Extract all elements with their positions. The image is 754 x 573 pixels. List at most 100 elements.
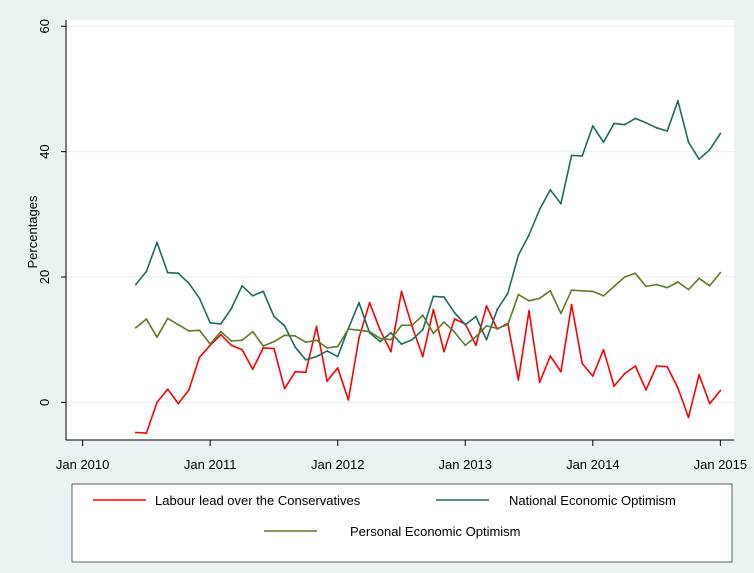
legend-label: National Economic Optimism — [509, 493, 676, 508]
data-point — [241, 339, 243, 342]
data-point — [719, 271, 722, 274]
data-point — [708, 148, 711, 151]
data-point — [645, 121, 647, 124]
data-point — [145, 432, 148, 435]
data-point — [262, 290, 265, 293]
data-point — [432, 295, 435, 298]
data-point — [326, 350, 328, 352]
series-lines — [134, 99, 722, 435]
data-point — [283, 387, 286, 390]
series-line — [135, 290, 722, 434]
data-point — [273, 340, 275, 343]
data-point — [177, 323, 180, 326]
data-point — [453, 318, 456, 320]
data-point — [166, 388, 169, 391]
data-point — [326, 380, 328, 382]
data-point — [209, 343, 212, 345]
data-point — [453, 331, 456, 334]
data-point — [708, 284, 711, 287]
data-point — [188, 282, 190, 285]
data-point — [294, 335, 297, 337]
data-point — [517, 254, 520, 256]
data-point — [336, 367, 339, 369]
data-point — [156, 336, 158, 339]
gridlines — [66, 25, 734, 403]
data-point — [145, 270, 148, 273]
data-point — [475, 344, 477, 347]
data-point — [443, 321, 445, 324]
data-point — [177, 402, 180, 405]
x-tick-label: Jan 2015 — [694, 457, 748, 472]
data-point — [166, 271, 169, 274]
data-point — [283, 334, 286, 337]
data-point — [645, 388, 647, 391]
data-point — [283, 325, 286, 327]
data-point — [581, 155, 584, 157]
plot-area — [66, 20, 734, 440]
data-point — [156, 401, 158, 404]
x-tick-label: Jan 2010 — [56, 457, 110, 472]
data-point — [528, 299, 530, 302]
data-point — [602, 294, 605, 297]
data-point — [145, 318, 148, 320]
data-point — [262, 346, 265, 349]
data-point — [453, 311, 456, 314]
legend: Labour lead over the Conservatives Nation… — [93, 493, 676, 539]
series-2 — [134, 99, 722, 361]
data-point — [666, 130, 669, 132]
data-point — [273, 315, 275, 318]
data-point — [506, 292, 509, 295]
x-tick-label: Jan 2014 — [566, 457, 620, 472]
data-point — [538, 297, 541, 300]
data-point — [198, 356, 201, 359]
data-point — [538, 208, 541, 211]
data-point — [304, 371, 307, 374]
data-point — [464, 323, 467, 326]
data-point — [443, 296, 445, 298]
data-point — [219, 333, 222, 336]
y-tick-label: 40 — [37, 144, 52, 158]
data-point — [368, 330, 371, 333]
data-point — [496, 308, 499, 311]
data-point — [421, 328, 424, 331]
data-point — [549, 355, 552, 357]
data-point — [549, 289, 552, 292]
data-point — [655, 365, 658, 367]
data-point — [358, 336, 360, 339]
data-point — [358, 301, 360, 304]
data-point — [443, 350, 445, 353]
x-tick-label: Jan 2011 — [184, 457, 237, 472]
y-tick-label: 0 — [37, 399, 52, 406]
data-point — [719, 389, 722, 392]
data-point — [230, 340, 233, 342]
data-point — [379, 329, 382, 332]
data-point — [549, 188, 552, 191]
data-point — [198, 329, 201, 332]
data-point — [230, 307, 233, 310]
x-tick-label: Jan 2012 — [311, 457, 365, 472]
data-point — [591, 125, 594, 127]
data-point — [209, 321, 212, 324]
y-axis-title: Percentages — [25, 195, 40, 268]
data-point — [560, 312, 562, 315]
data-point — [262, 345, 265, 347]
x-tick-label: Jan 2013 — [439, 457, 493, 472]
data-point — [347, 398, 350, 401]
data-point — [634, 272, 637, 275]
data-point — [698, 277, 701, 280]
data-point — [623, 372, 626, 375]
data-point — [188, 330, 190, 332]
series-line — [135, 272, 722, 349]
data-point — [676, 99, 679, 102]
data-point — [485, 325, 488, 327]
series-1 — [134, 290, 722, 435]
data-point — [666, 365, 669, 368]
data-point — [570, 154, 573, 157]
data-point — [623, 276, 626, 278]
data-point — [304, 341, 307, 344]
data-point — [528, 234, 530, 236]
data-point — [336, 355, 339, 358]
data-point — [560, 370, 562, 373]
data-point — [304, 358, 307, 361]
